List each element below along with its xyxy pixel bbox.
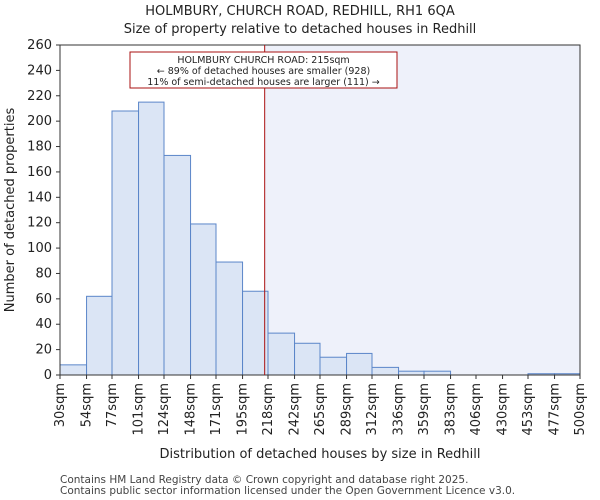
histogram-bar: [294, 342, 321, 376]
histogram-bar: [59, 364, 88, 376]
histogram-bar: [242, 290, 269, 376]
y-tick-label: 100: [27, 241, 52, 256]
x-tick-label: 359sqm: [417, 383, 432, 436]
histogram-bar: [111, 110, 140, 376]
x-tick-label: 124sqm: [157, 383, 172, 436]
footer-line-2: Contains public sector information licen…: [60, 485, 516, 497]
annotation-line: 11% of semi-detached houses are larger (…: [147, 77, 380, 88]
histogram-bar: [398, 370, 425, 376]
histogram-bar: [319, 356, 348, 376]
y-tick-label: 20: [35, 343, 52, 358]
histogram-bar: [267, 332, 296, 376]
y-tick-label: 160: [27, 165, 52, 180]
highlight-region: [264, 45, 580, 375]
y-tick-label: 120: [27, 216, 52, 231]
x-tick-label: 195sqm: [236, 383, 251, 436]
x-tick-label: 101sqm: [132, 383, 147, 436]
y-tick-label: 240: [27, 63, 52, 78]
y-tick-label: 80: [35, 266, 52, 281]
x-tick-label: 500sqm: [573, 383, 588, 436]
chart-title: HOLMBURY, CHURCH ROAD, REDHILL, RH1 6QA: [145, 4, 455, 19]
y-axis-label: Number of detached properties: [3, 108, 18, 313]
x-tick-label: 265sqm: [313, 383, 328, 436]
annotation-line: ← 89% of detached houses are smaller (92…: [157, 66, 370, 77]
x-tick-label: 77sqm: [105, 383, 120, 427]
x-tick-label: 453sqm: [521, 383, 536, 436]
annotation-box: [129, 51, 398, 89]
histogram-bar: [371, 366, 400, 376]
x-tick-label: 383sqm: [444, 383, 459, 436]
histogram-bar: [346, 352, 373, 376]
x-tick-label: 171sqm: [209, 383, 224, 436]
x-tick-label: 289sqm: [340, 383, 355, 436]
x-tick-label: 312sqm: [365, 383, 380, 436]
x-axis-label: Distribution of detached houses by size …: [159, 447, 480, 462]
y-tick-label: 220: [27, 89, 52, 104]
annotation-line: HOLMBURY CHURCH ROAD: 215sqm: [177, 55, 349, 66]
x-tick-label: 30sqm: [53, 383, 68, 427]
y-tick-label: 60: [35, 292, 52, 307]
histogram-bar: [86, 295, 113, 376]
histogram-bar: [190, 223, 217, 376]
footer-line-1: Contains HM Land Registry data © Crown c…: [60, 474, 469, 486]
x-tick-label: 430sqm: [496, 383, 511, 436]
chart-subtitle: Size of property relative to detached ho…: [123, 22, 477, 37]
y-tick-label: 200: [27, 114, 52, 129]
y-tick-label: 260: [27, 38, 52, 53]
histogram-bar: [163, 154, 192, 376]
x-tick-label: 242sqm: [288, 383, 303, 436]
x-tick-label: 218sqm: [261, 383, 276, 436]
x-tick-label: 477sqm: [548, 383, 563, 436]
histogram-bar: [215, 261, 244, 376]
histogram-bar: [423, 370, 452, 376]
y-tick-label: 0: [44, 368, 52, 383]
x-tick-label: 406sqm: [469, 383, 484, 436]
x-tick-label: 148sqm: [184, 383, 199, 436]
y-tick-label: 140: [27, 190, 52, 205]
x-tick-label: 54sqm: [80, 383, 95, 427]
y-tick-label: 40: [35, 317, 52, 332]
histogram-bar: [138, 101, 165, 376]
x-tick-label: 336sqm: [392, 383, 407, 436]
y-tick-label: 180: [27, 140, 52, 155]
